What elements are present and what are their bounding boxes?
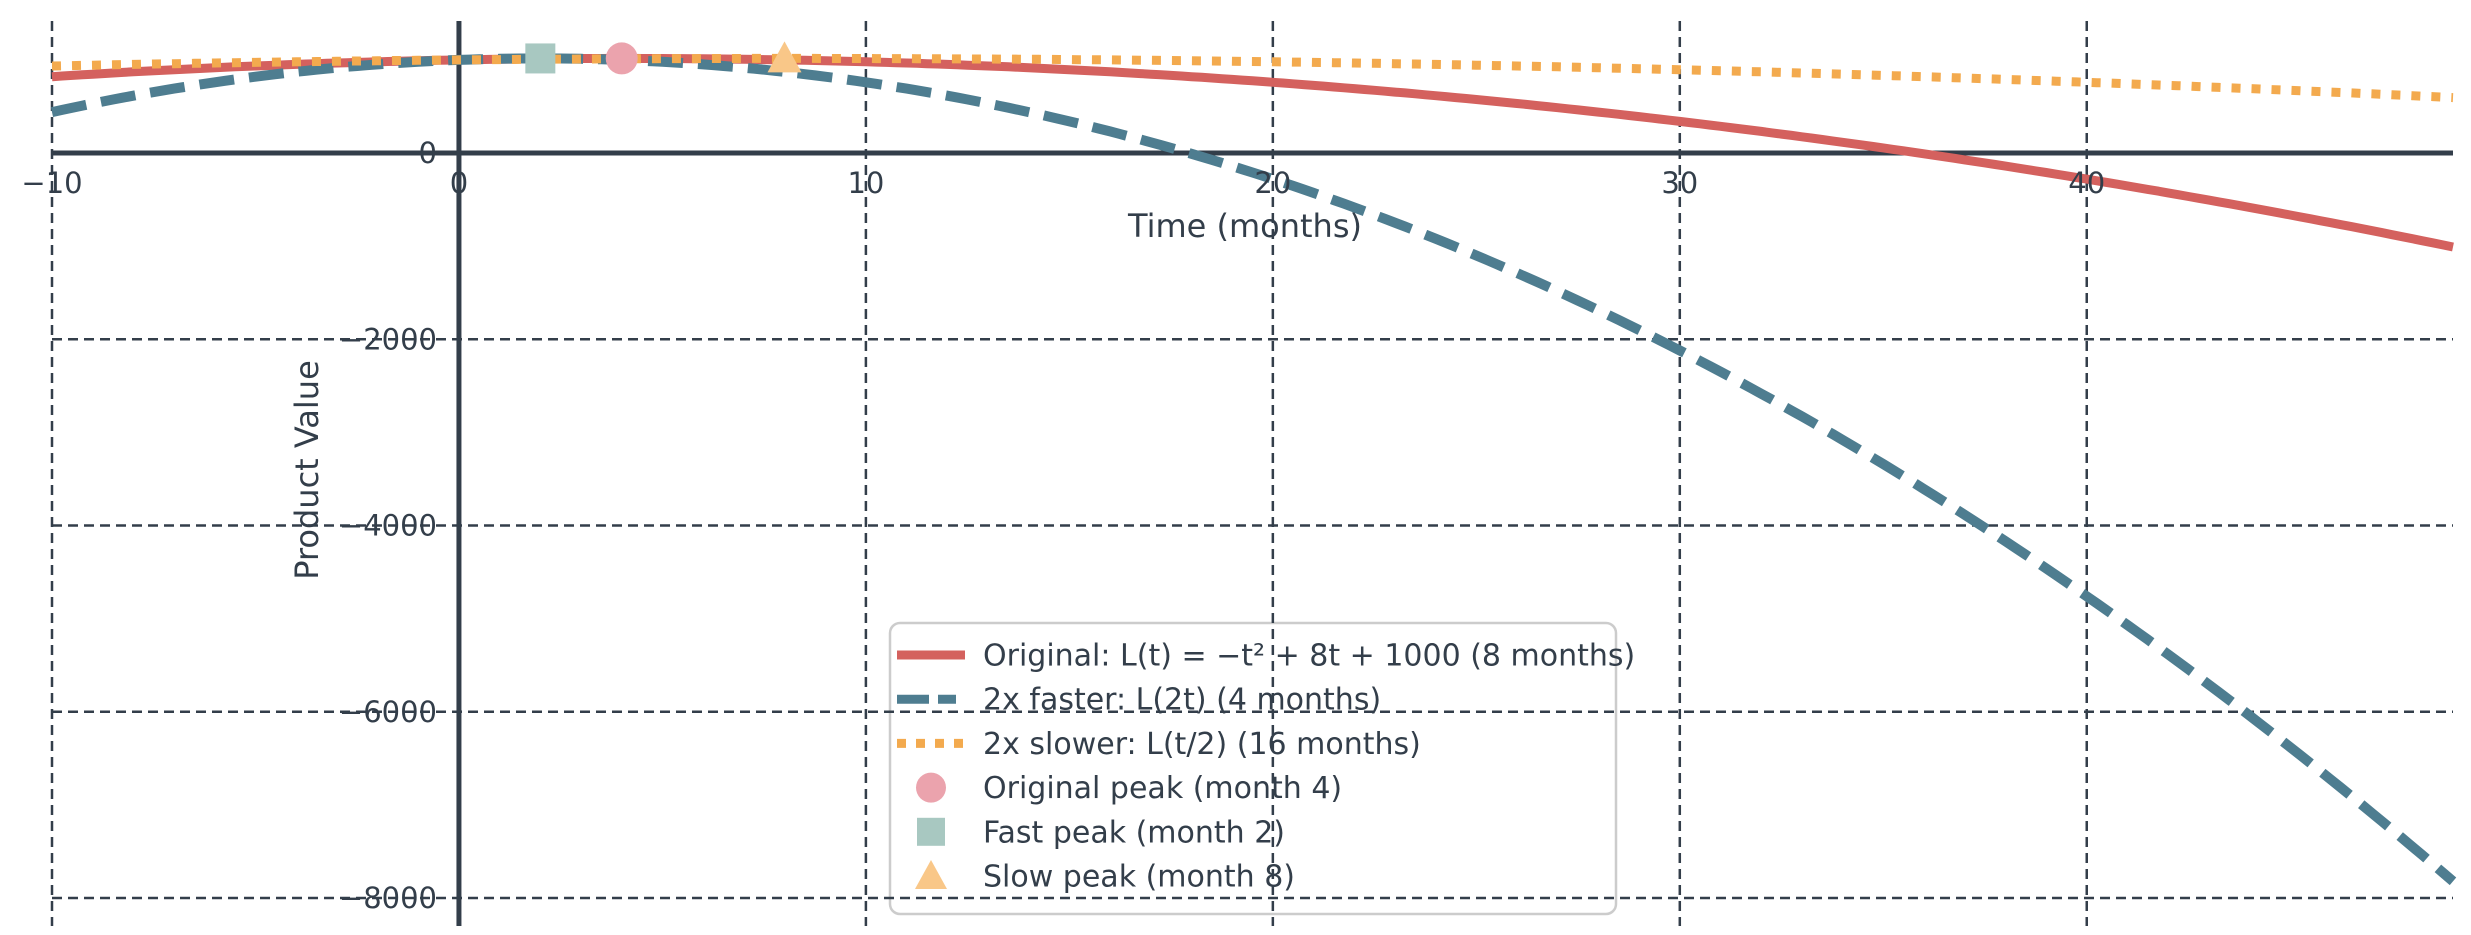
legend-label: Slow peak (month 8): [983, 860, 1295, 895]
x-tick-label: 30: [1661, 166, 1698, 200]
y-tick-label: −2000: [339, 322, 437, 356]
legend-label: Original peak (month 4): [983, 771, 1342, 806]
y-tick-label: 0: [419, 136, 437, 170]
peak-marker-circle: [605, 42, 638, 75]
y-tick-label: −8000: [339, 881, 437, 915]
x-tick-label: 40: [2068, 166, 2105, 200]
peak-marker-triangle: [767, 41, 802, 73]
legend-frame: [888, 621, 1618, 916]
x-tick-label: 0: [450, 166, 468, 200]
legend-label: 2x slower: L(t/2) (16 months): [983, 727, 1421, 762]
axis-spines: [52, 21, 2453, 926]
axis-labels: Time (months) Product Value: [288, 207, 1362, 580]
legend-label: Original: L(t) = −t² + 8t + 1000 (8 mont…: [983, 639, 1635, 674]
series-curve-2: [51, 53, 2454, 103]
peak-markers: [525, 41, 802, 75]
legend-label: Fast peak (month 2): [983, 815, 1285, 850]
gridlines: [50, 21, 2453, 926]
tick-labels: −10 0 10 20 30 40 0 −2000 −4000 −6000 −8000: [21, 136, 2105, 915]
x-tick-label: −10: [21, 166, 82, 200]
legend-items: Original: L(t) = −t² + 8t + 1000 (8 mont…: [897, 639, 1635, 895]
legend-label: 2x faster: L(2t) (4 months): [983, 683, 1381, 718]
series-curves: [50, 53, 2457, 886]
legend-handle-square: [917, 817, 945, 846]
legend-handle-triangle: [915, 860, 947, 889]
y-tick-label: −6000: [339, 695, 437, 729]
y-axis-label: Product Value: [288, 360, 326, 580]
peak-marker-square: [525, 43, 556, 74]
x-axis-label: Time (months): [1127, 207, 1362, 245]
legend-handle-circle: [916, 772, 946, 803]
legend-box: [888, 621, 1618, 916]
y-tick-label: −4000: [339, 509, 437, 543]
x-tick-label: 20: [1254, 166, 1291, 200]
x-tick-label: 10: [847, 166, 884, 200]
